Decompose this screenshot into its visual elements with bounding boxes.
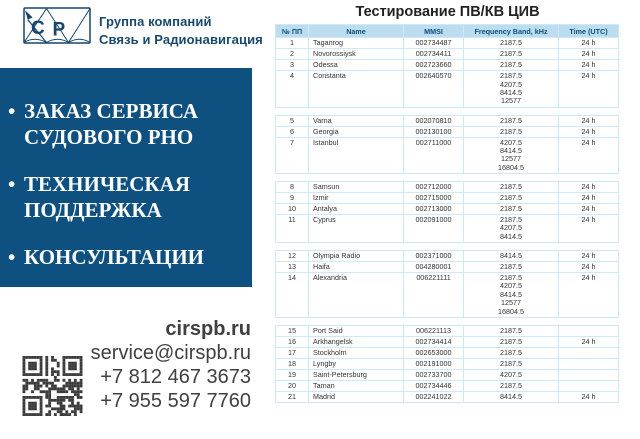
svg-text:P: P	[53, 20, 66, 41]
svg-text:C: C	[31, 18, 45, 39]
